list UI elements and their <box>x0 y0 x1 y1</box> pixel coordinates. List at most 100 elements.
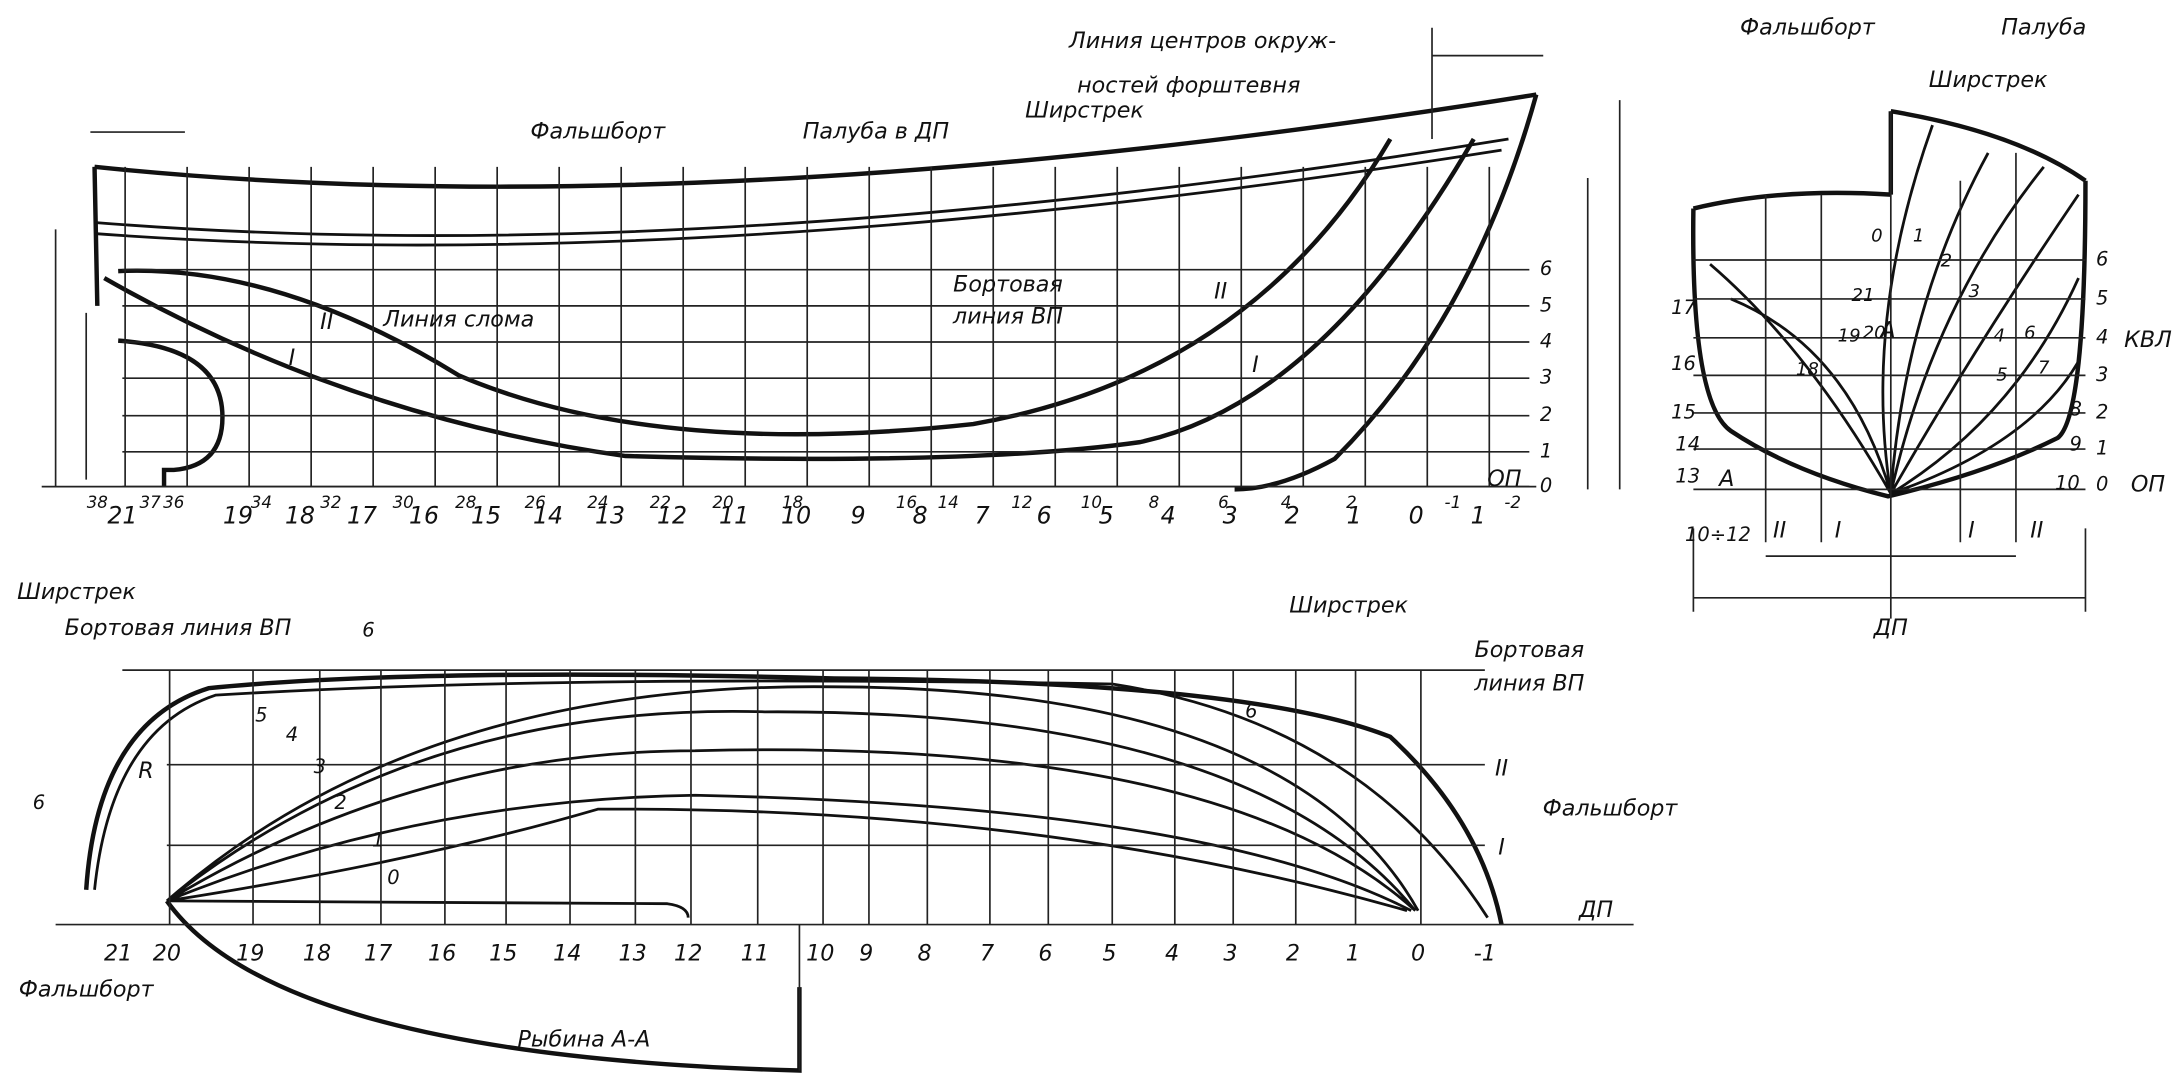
transom <box>92 166 225 487</box>
label: 2 <box>1286 940 1300 966</box>
label: II <box>1773 518 1786 544</box>
drawing <box>41 27 2088 1073</box>
label: 0 <box>2096 473 2108 496</box>
label: 2 <box>1540 403 1552 426</box>
label: Ширстрек <box>17 579 136 605</box>
label: 6 <box>1038 940 1052 966</box>
label: 21 <box>1852 285 1875 306</box>
label: 10 <box>781 502 811 530</box>
label: 16 <box>1671 352 1696 375</box>
label: 20 <box>1863 323 1886 344</box>
label: 17 <box>364 940 392 966</box>
label: линия ВП <box>952 303 1063 329</box>
label: ОП <box>2131 472 2166 498</box>
label: 1 <box>1346 940 1360 966</box>
label: Палуба <box>2001 14 2086 40</box>
label: ДП <box>1873 615 1908 641</box>
label: 2 <box>1346 493 1357 512</box>
label: 28 <box>455 493 476 512</box>
label: I <box>1498 835 1505 861</box>
label: Бортовая линия ВП <box>65 615 292 641</box>
label: 1 <box>1913 225 1925 246</box>
label: 24 <box>587 493 608 512</box>
label: 10 <box>1081 493 1102 512</box>
label: 9 <box>851 502 866 530</box>
label: 8 <box>2070 398 2082 421</box>
label: 6 <box>2024 323 2036 344</box>
label: 12 <box>657 502 687 530</box>
label: 15 <box>471 502 501 530</box>
label: 38 <box>87 493 108 512</box>
label: 16 <box>409 502 439 530</box>
label: 6 <box>362 619 374 642</box>
label: 1 <box>1471 502 1486 530</box>
label: 0 <box>1871 225 1883 246</box>
label: II <box>320 309 333 335</box>
label: 7 <box>980 940 994 966</box>
label: Линия слома <box>382 306 534 332</box>
label: 3 <box>2096 363 2108 386</box>
label: 1 <box>2096 437 2108 460</box>
sheer <box>94 92 1537 189</box>
label: КВЛ <box>2124 327 2172 353</box>
label: 8 <box>917 940 931 966</box>
label: 5 <box>255 704 267 727</box>
label: Фальшборт <box>1543 796 1679 822</box>
label: 20 <box>153 940 181 966</box>
label: 15 <box>489 940 517 966</box>
label: -1 <box>1474 940 1496 966</box>
label: 3 <box>1968 281 1980 302</box>
label: 9 <box>2070 432 2082 455</box>
label: 5 <box>1099 502 1114 530</box>
label: 0 <box>1540 474 1552 497</box>
label: 16 <box>428 940 456 966</box>
label: 21 <box>104 940 132 966</box>
label: 4 <box>1540 330 1552 353</box>
label: 4 <box>1165 940 1179 966</box>
label: 3 <box>1223 940 1237 966</box>
label: 4 <box>1994 325 2006 346</box>
label: ДП <box>1578 897 1613 923</box>
label: 22 <box>650 493 671 512</box>
label: 26 <box>525 493 546 512</box>
label: 14 <box>553 940 581 966</box>
label: 6 <box>1245 699 1257 722</box>
label: 14 <box>1675 432 1700 455</box>
section-frames <box>1709 124 2080 495</box>
label: А <box>1878 317 1895 343</box>
section-hull <box>1690 109 2088 499</box>
label: I <box>1968 518 1975 544</box>
label: II <box>1214 278 1227 304</box>
label: 3 <box>1223 502 1238 530</box>
label: 34 <box>251 493 272 512</box>
label: 3 <box>1540 366 1552 389</box>
section-centerline <box>1692 111 2087 619</box>
label: А <box>1717 466 1734 492</box>
label: I <box>289 345 296 371</box>
label: линия ВП <box>1473 671 1584 697</box>
buttock-II <box>118 137 1393 437</box>
plan-sheer <box>83 672 1504 925</box>
label: 8 <box>1149 493 1160 512</box>
label: 30 <box>393 493 414 512</box>
label: 10 <box>806 940 834 966</box>
label: 3 <box>314 755 326 778</box>
label: 32 <box>320 493 341 512</box>
label: Линия центров окруж- <box>1068 28 1336 54</box>
label: Палуба в ДП <box>803 119 950 145</box>
label: 18 <box>303 940 331 966</box>
label: 4 <box>1161 502 1176 530</box>
label: Рыбина А-А <box>518 1026 651 1052</box>
label: 0 <box>387 866 399 889</box>
label: 11 <box>719 502 749 530</box>
label: 15 <box>1671 400 1696 423</box>
label: 18 <box>782 493 803 512</box>
label: 1 <box>1347 502 1362 530</box>
label: II <box>2030 518 2043 544</box>
label: 18 <box>1796 359 1819 380</box>
label: Ширстрек <box>1289 593 1408 619</box>
label: I <box>1835 518 1842 544</box>
label: 10 <box>2055 471 2080 494</box>
label: I <box>1252 352 1259 378</box>
